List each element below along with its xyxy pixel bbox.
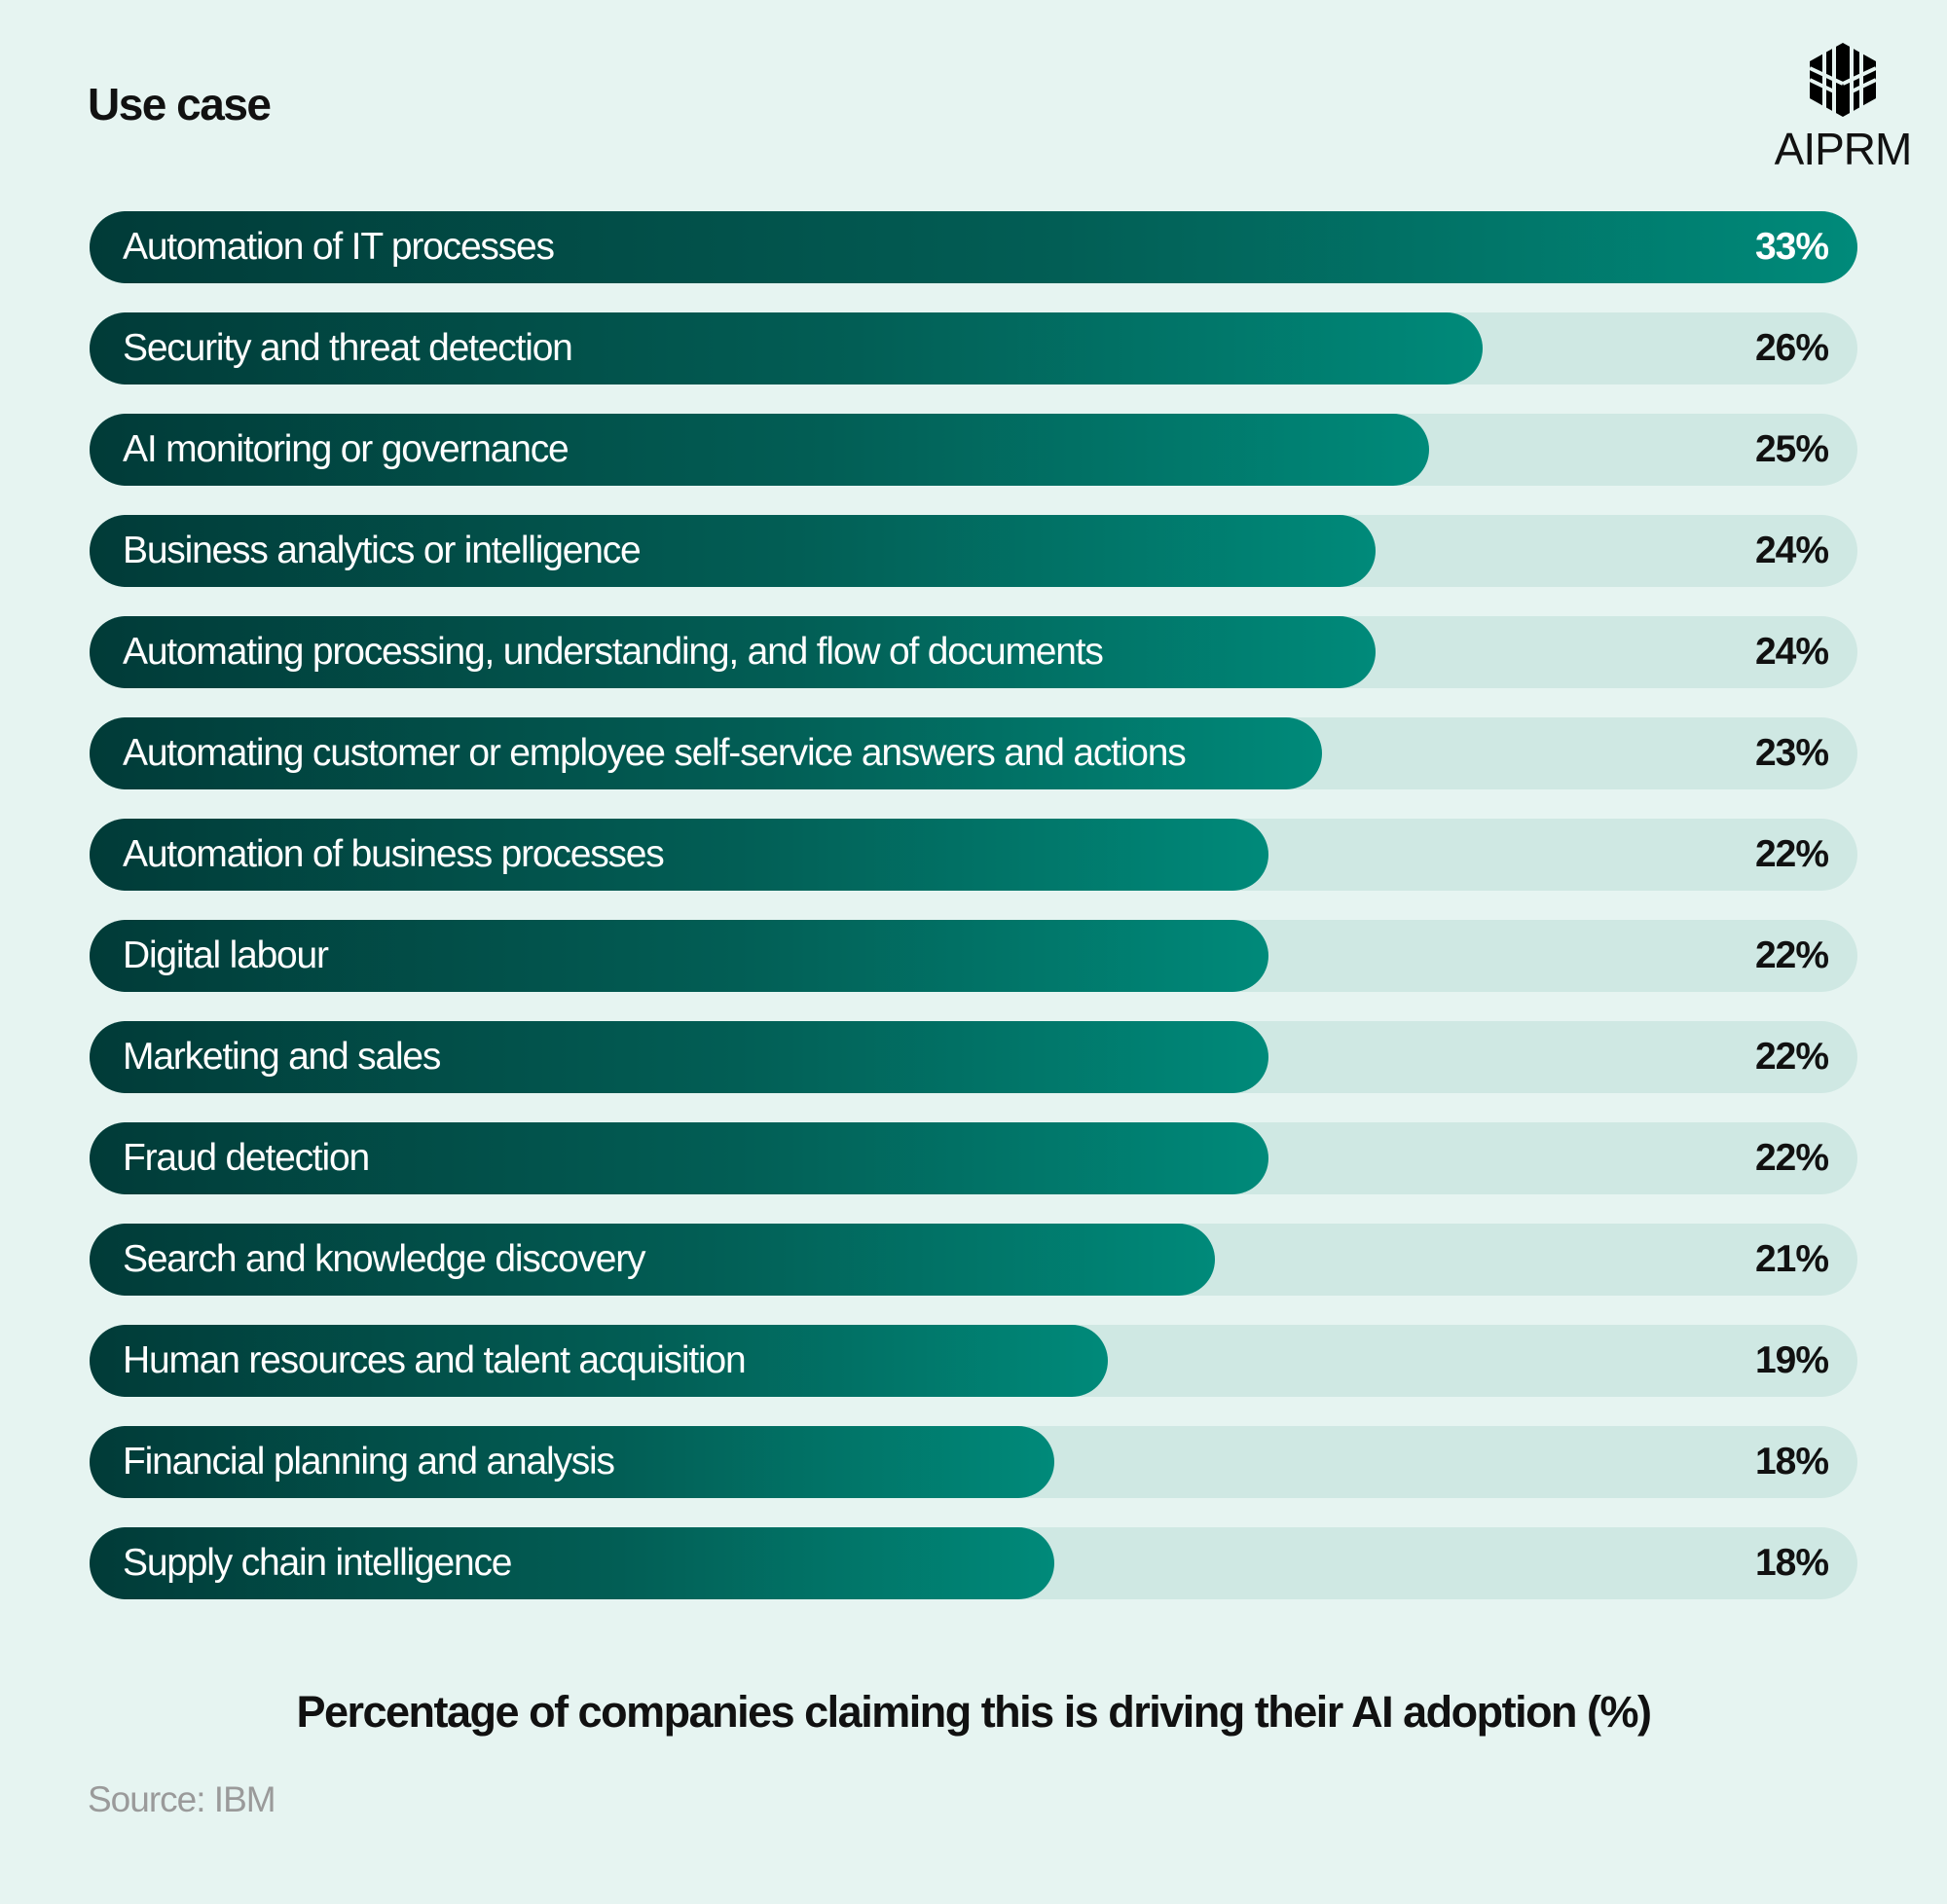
bar-row: Human resources and talent acquisition 19… bbox=[90, 1325, 1857, 1397]
bar bbox=[90, 515, 1376, 587]
bar-row: Automation of business processes 22% bbox=[90, 819, 1857, 891]
aiprm-logo: AIPRM bbox=[1770, 41, 1916, 175]
value-label: 25% bbox=[1754, 428, 1829, 470]
bar-row: Search and knowledge discovery 21% bbox=[90, 1224, 1857, 1296]
bar-row: Fraud detection 22% bbox=[90, 1122, 1857, 1194]
bar-row: Financial planning and analysis 18% bbox=[90, 1426, 1857, 1498]
category-label: Automation of business processes bbox=[123, 833, 665, 875]
bar-row: Supply chain intelligence 18% bbox=[90, 1527, 1857, 1599]
category-label: Supply chain intelligence bbox=[123, 1542, 512, 1584]
bar-row: AI monitoring or governance 25% bbox=[90, 414, 1857, 486]
chart-title: Use case bbox=[88, 79, 272, 129]
category-label: Business analytics or intelligence bbox=[123, 530, 642, 571]
value-label: 33% bbox=[1754, 226, 1829, 268]
bar-row: Digital labour 22% bbox=[90, 920, 1857, 992]
category-label: Financial planning and analysis bbox=[123, 1441, 615, 1483]
cube-logo-icon bbox=[1809, 43, 1877, 117]
category-label: Security and threat detection bbox=[123, 327, 573, 369]
value-label: 24% bbox=[1754, 631, 1829, 673]
value-label: 23% bbox=[1754, 732, 1829, 774]
bar-row: Automating processing, understanding, an… bbox=[90, 616, 1857, 688]
value-label: 19% bbox=[1754, 1339, 1829, 1381]
value-label: 26% bbox=[1754, 327, 1829, 369]
bar bbox=[90, 920, 1268, 992]
bar bbox=[90, 414, 1429, 486]
bar bbox=[90, 717, 1322, 789]
category-label: Automating customer or employee self-ser… bbox=[123, 732, 1187, 774]
bar bbox=[90, 1021, 1268, 1093]
bar bbox=[90, 1122, 1268, 1194]
bar bbox=[90, 1527, 1054, 1599]
category-label: Search and knowledge discovery bbox=[123, 1238, 646, 1280]
category-label: Digital labour bbox=[123, 934, 329, 976]
value-label: 22% bbox=[1754, 833, 1829, 875]
bar bbox=[90, 211, 1857, 283]
value-label: 21% bbox=[1754, 1238, 1829, 1280]
value-label: 22% bbox=[1754, 934, 1829, 976]
value-label: 22% bbox=[1754, 1036, 1829, 1078]
value-label: 22% bbox=[1754, 1137, 1829, 1179]
bar bbox=[90, 819, 1268, 891]
logo-text: AIPRM bbox=[1774, 124, 1913, 174]
x-axis-label: Percentage of companies claiming this is… bbox=[296, 1687, 1652, 1737]
bar-row: Business analytics or intelligence 24% bbox=[90, 515, 1857, 587]
bar bbox=[90, 1325, 1108, 1397]
bar bbox=[90, 1224, 1215, 1296]
value-label: 18% bbox=[1754, 1542, 1829, 1584]
category-label: AI monitoring or governance bbox=[123, 428, 569, 470]
bar bbox=[90, 312, 1483, 384]
bar bbox=[90, 1426, 1054, 1498]
category-label: Automation of IT processes bbox=[123, 226, 555, 268]
bar bbox=[90, 616, 1376, 688]
bar-row: Automation of IT processes 33% bbox=[90, 211, 1857, 283]
bar-row: Marketing and sales 22% bbox=[90, 1021, 1857, 1093]
bar-row: Automating customer or employee self-ser… bbox=[90, 717, 1857, 789]
category-label: Marketing and sales bbox=[123, 1036, 441, 1078]
value-label: 24% bbox=[1754, 530, 1829, 571]
category-label: Human resources and talent acquisition bbox=[123, 1339, 747, 1381]
bar-row: Security and threat detection 26% bbox=[90, 312, 1857, 384]
value-label: 18% bbox=[1754, 1441, 1829, 1483]
category-label: Automating processing, understanding, an… bbox=[123, 631, 1104, 673]
source-note: Source: IBM bbox=[88, 1779, 276, 1819]
category-label: Fraud detection bbox=[123, 1137, 370, 1179]
